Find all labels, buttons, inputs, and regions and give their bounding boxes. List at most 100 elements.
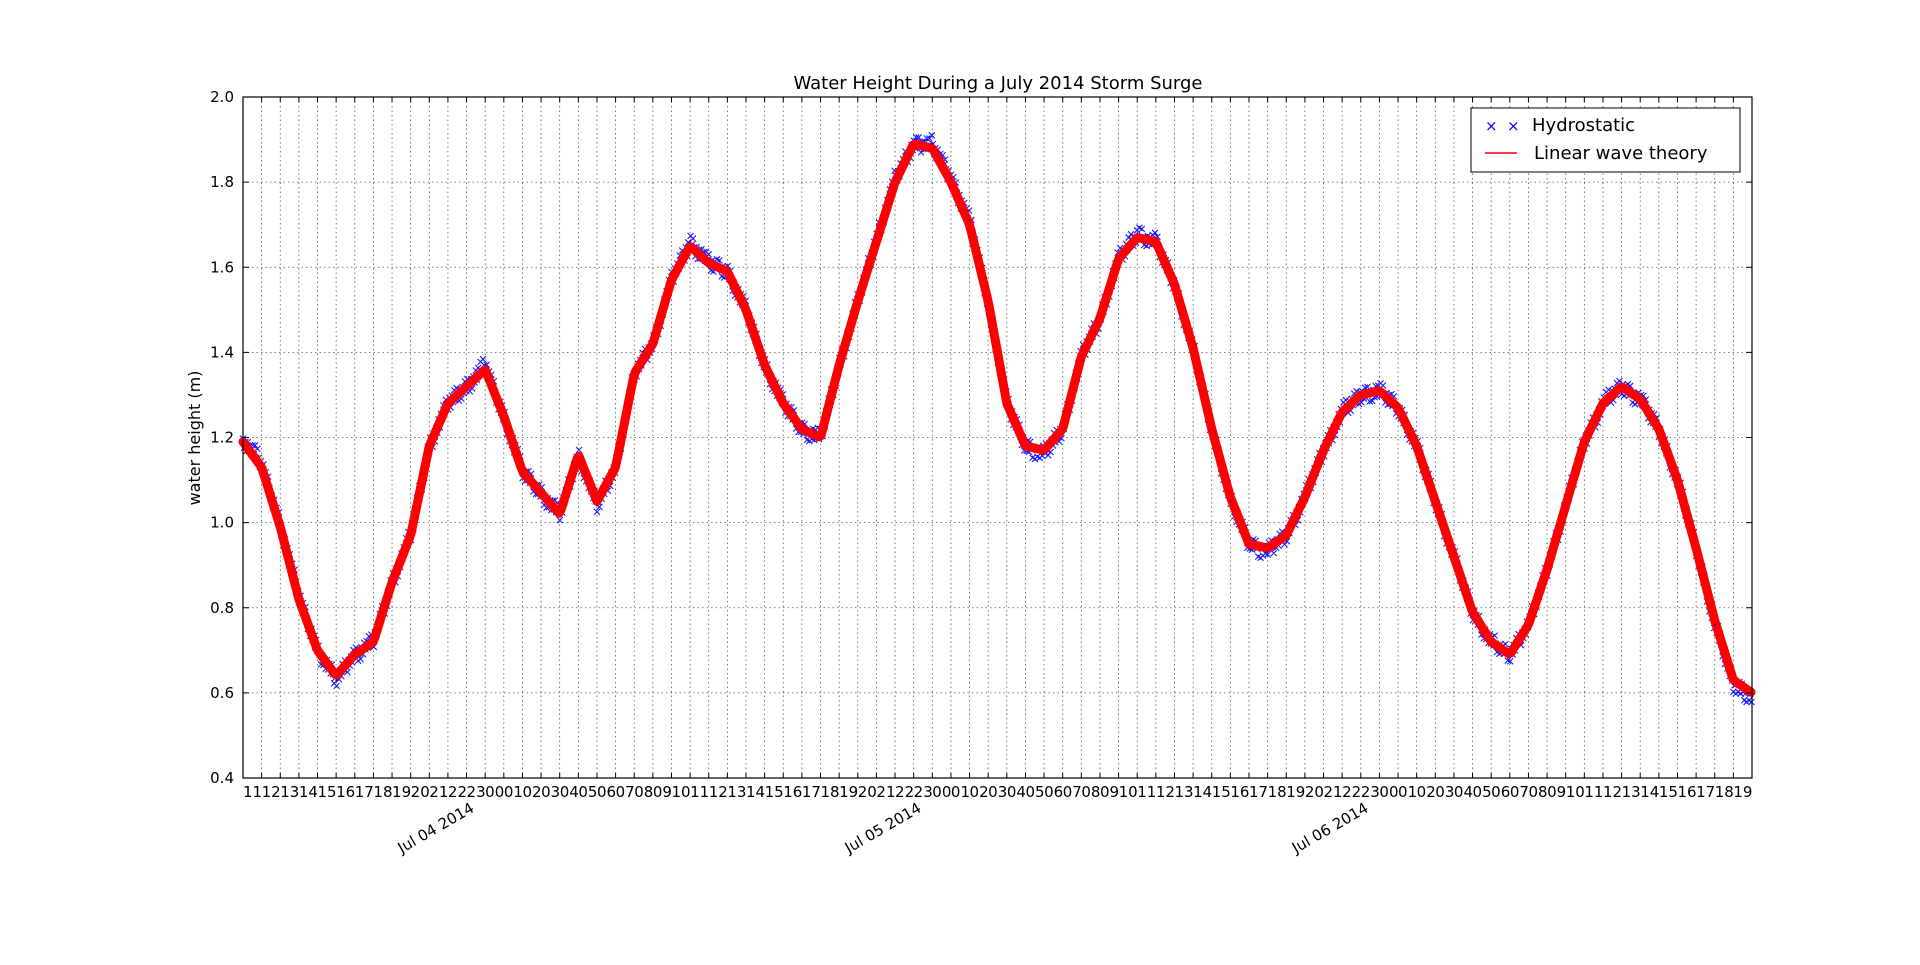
x-tick-label: 13: [727, 783, 746, 801]
x-tick-label: 14: [1193, 783, 1212, 801]
x-tick-label: 04: [560, 783, 579, 801]
y-tick-label: 1.6: [210, 258, 234, 276]
y-tick-label: 1.4: [210, 343, 234, 361]
data-point: [577, 453, 580, 456]
data-point: [1043, 453, 1045, 456]
x-tick-label: 00: [1379, 783, 1398, 801]
y-tick-label: 2.0: [210, 88, 234, 106]
data-point: [931, 143, 934, 145]
data-point: [670, 279, 673, 281]
data-point: [745, 309, 747, 311]
x-tick-label: 07: [1063, 783, 1082, 801]
x-tick-label: 22: [448, 783, 467, 801]
x-tick-label: 12: [262, 783, 281, 801]
x-tick-label: 22: [895, 783, 914, 801]
data-point: [875, 240, 878, 243]
data-point: [1658, 428, 1660, 430]
chart-title: Water Height During a July 2014 Storm Su…: [793, 73, 1202, 94]
x-date-label: Jul 04 2014: [394, 799, 477, 858]
x-tick-label: 11: [1584, 783, 1603, 801]
data-point: [894, 177, 896, 179]
data-point: [503, 415, 505, 418]
x-tick-label: 08: [634, 783, 653, 801]
x-tick-label: 11: [1137, 783, 1156, 801]
data-point: [614, 466, 617, 469]
x-tick-label: 11: [690, 783, 709, 801]
data-point: [279, 521, 282, 524]
data-point: [1639, 398, 1642, 400]
data-point: [409, 534, 412, 537]
x-tick-label: 22: [1342, 783, 1361, 801]
data-point: [689, 240, 691, 243]
data-point: [1359, 394, 1362, 396]
x-tick-label: 23: [1361, 783, 1380, 801]
data-point: [316, 649, 319, 652]
x-date-label: Jul 06 2014: [1288, 799, 1371, 858]
data-point: [1080, 355, 1083, 358]
data-point: [558, 513, 561, 515]
x-tick-label: 13: [1622, 783, 1641, 801]
x-tick-label: 23: [914, 783, 933, 801]
data-point: [1471, 611, 1474, 613]
x-tick-label: 00: [932, 783, 951, 801]
data-point: [353, 653, 356, 656]
series-linear-wave-theory: [238, 139, 1756, 697]
data-point: [335, 679, 337, 681]
y-tick-label: 1.8: [210, 173, 234, 191]
x-tick-label: 12: [1156, 783, 1175, 801]
data-point: [540, 492, 542, 494]
data-point: [1099, 317, 1101, 320]
data-point: [707, 262, 710, 264]
x-tick-label: 03: [1435, 783, 1454, 801]
x-tick-label: 18: [1268, 783, 1287, 801]
data-point: [652, 343, 654, 345]
x-tick-label: 15: [1659, 783, 1678, 801]
series-points-0: [242, 143, 1753, 698]
data-point: [1620, 385, 1623, 388]
data-point: [260, 466, 263, 469]
data-point: [1229, 496, 1232, 498]
ticks-layer: 11 12 13 14 15 16 17 18 19 20 21 22 23 00 01 02 03 04 05 06…: [210, 88, 1752, 857]
x-tick-label: 05: [1025, 783, 1044, 801]
x-tick-label: 20: [1305, 783, 1324, 801]
x-tick-label: 13: [1174, 783, 1193, 801]
data-point: [1713, 623, 1716, 626]
x-tick-label: 18: [1715, 783, 1734, 801]
y-tick-label: 1.0: [210, 514, 234, 532]
legend-label-linear-wave-theory: Linear wave theory: [1534, 143, 1708, 164]
series-points-1: [242, 143, 1753, 694]
x-tick-label: 00: [485, 783, 504, 801]
x-tick-label: 10: [1566, 783, 1585, 801]
x-tick-label: 14: [1640, 783, 1659, 801]
x-tick-label: 19: [1286, 783, 1305, 801]
data-point: [838, 364, 840, 366]
x-tick-label: 10: [1119, 783, 1138, 801]
x-tick-label: 21: [1324, 783, 1343, 801]
data-layer: [238, 131, 1756, 706]
data-point: [1173, 283, 1176, 286]
x-tick-label: 19: [392, 783, 411, 801]
x-tick-label: 09: [1100, 783, 1119, 801]
x-tick-label: 02: [522, 783, 541, 801]
data-point: [260, 462, 263, 464]
x-tick-label: 19: [1733, 783, 1752, 801]
data-point: [298, 598, 300, 601]
x-date-label: Jul 05 2014: [841, 799, 924, 858]
x-tick-label: 16: [1677, 783, 1696, 801]
data-point: [1266, 551, 1269, 554]
data-point: [968, 223, 971, 226]
legend-marker-hydrostatic-1: ×: [1485, 117, 1498, 135]
data-point: [484, 364, 486, 366]
x-tick-label: 18: [821, 783, 840, 801]
data-point: [950, 181, 952, 183]
data-point: [1397, 406, 1399, 409]
data-point: [950, 177, 952, 179]
data-point: [987, 300, 989, 303]
x-tick-label: 01: [951, 783, 970, 801]
data-point: [1509, 653, 1511, 656]
legend-box: [1470, 107, 1741, 173]
data-point: [1732, 683, 1735, 686]
linear-wave-theory-line: [238, 139, 1756, 697]
data-point: [1248, 543, 1250, 545]
